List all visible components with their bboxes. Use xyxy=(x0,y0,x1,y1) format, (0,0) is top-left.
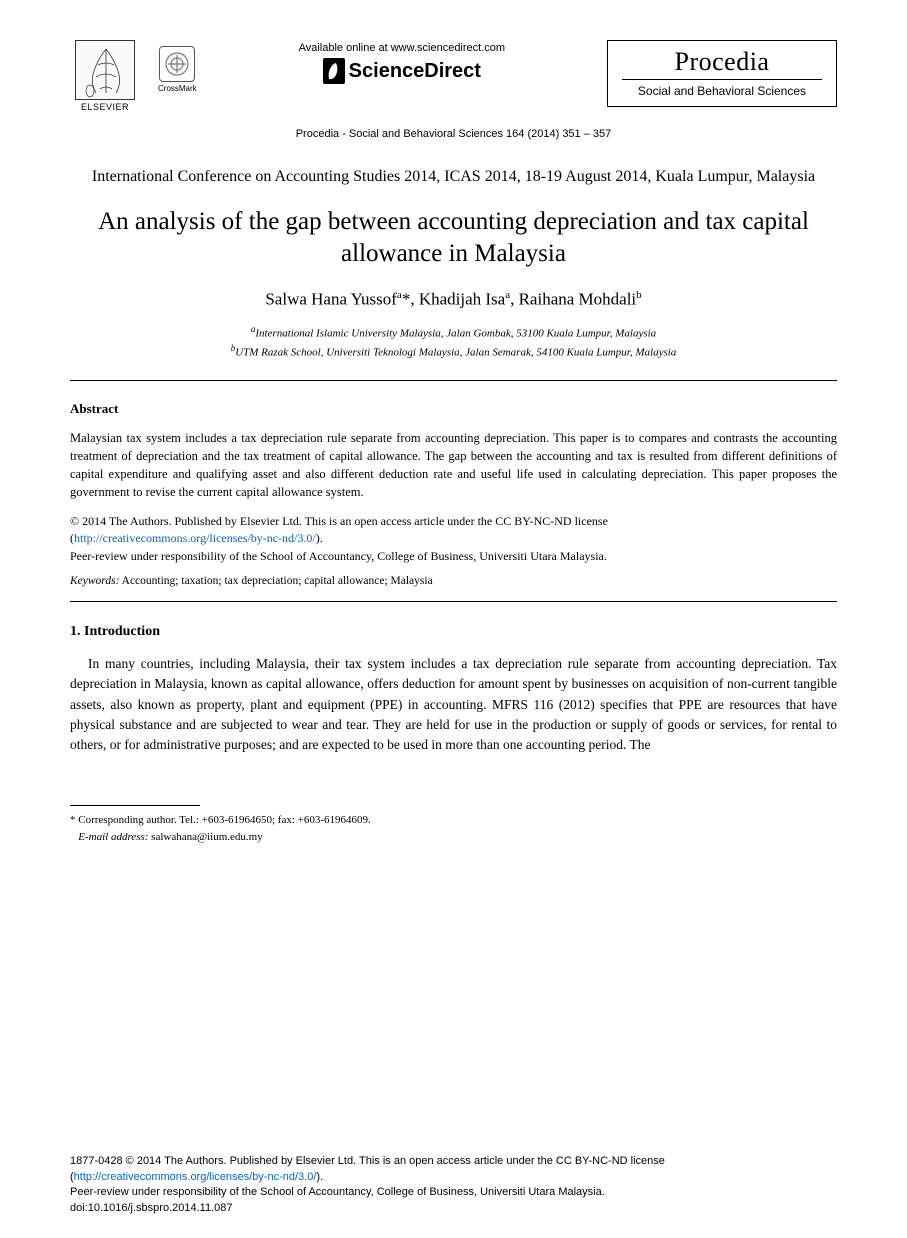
email-address: salwahana@iium.edu.my xyxy=(148,831,262,843)
affiliation-b: bUTM Razak School, Universiti Teknologi … xyxy=(70,342,837,361)
abstract-body: Malaysian tax system includes a tax depr… xyxy=(70,429,837,502)
license-link[interactable]: http://creativecommons.org/licenses/by-n… xyxy=(74,531,316,545)
procedia-title: Procedia xyxy=(622,47,822,77)
affiliation-a: aInternational Islamic University Malays… xyxy=(70,323,837,342)
elsevier-label: ELSEVIER xyxy=(81,102,129,112)
elsevier-logo[interactable]: ELSEVIER xyxy=(70,40,140,120)
footer-peer-review: Peer-review under responsibility of the … xyxy=(70,1186,605,1198)
sciencedirect-block: Available online at www.sciencedirect.co… xyxy=(299,42,505,84)
keywords: Keywords: Accounting; taxation; tax depr… xyxy=(70,575,837,587)
header: ELSEVIER CrossMark Available online at w… xyxy=(70,40,837,120)
affiliations: aInternational Islamic University Malays… xyxy=(70,323,837,361)
rule-top xyxy=(70,380,837,381)
footer-block: 1877-0428 © 2014 The Authors. Published … xyxy=(70,1154,837,1216)
crossmark-badge[interactable]: CrossMark xyxy=(158,46,197,93)
footnote-rule xyxy=(70,805,200,806)
procedia-subtitle: Social and Behavioral Sciences xyxy=(622,79,822,98)
peer-review-line: Peer-review under responsibility of the … xyxy=(70,549,607,563)
section-1-heading: 1. Introduction xyxy=(70,624,837,640)
paper-title: An analysis of the gap between accountin… xyxy=(90,206,817,271)
issn-line: 1877-0428 © 2014 The Authors. Published … xyxy=(70,1155,665,1167)
available-online-text: Available online at www.sciencedirect.co… xyxy=(299,42,505,54)
sciencedirect-icon xyxy=(323,58,345,84)
footer-license-link[interactable]: http://creativecommons.org/licenses/by-n… xyxy=(74,1171,317,1183)
conference-info: International Conference on Accounting S… xyxy=(90,166,817,188)
keywords-label: Keywords: xyxy=(70,575,119,587)
email-label: E-mail address: xyxy=(78,831,148,843)
footnote: * Corresponding author. Tel.: +603-61964… xyxy=(70,812,837,845)
sciencedirect-text: ScienceDirect xyxy=(349,60,481,83)
left-logos: ELSEVIER CrossMark xyxy=(70,40,197,120)
rule-bottom xyxy=(70,601,837,602)
sciencedirect-logo[interactable]: ScienceDirect xyxy=(299,58,505,84)
copyright-block: © 2014 The Authors. Published by Elsevie… xyxy=(70,513,837,565)
elsevier-tree-icon xyxy=(75,40,135,100)
authors: Salwa Hana Yussofa*, Khadijah Isaa, Raih… xyxy=(70,289,837,310)
abstract-heading: Abstract xyxy=(70,401,837,417)
corresponding-author: * Corresponding author. Tel.: +603-61964… xyxy=(70,812,837,829)
crossmark-icon xyxy=(159,46,195,82)
doi: doi:10.1016/j.sbspro.2014.11.087 xyxy=(70,1202,232,1214)
procedia-box: Procedia Social and Behavioral Sciences xyxy=(607,40,837,107)
crossmark-label: CrossMark xyxy=(158,84,197,93)
copyright-line1: © 2014 The Authors. Published by Elsevie… xyxy=(70,514,608,528)
section-1-body: In many countries, including Malaysia, t… xyxy=(70,654,837,755)
keywords-text: Accounting; taxation; tax depreciation; … xyxy=(119,575,432,587)
journal-citation: Procedia - Social and Behavioral Science… xyxy=(70,128,837,140)
